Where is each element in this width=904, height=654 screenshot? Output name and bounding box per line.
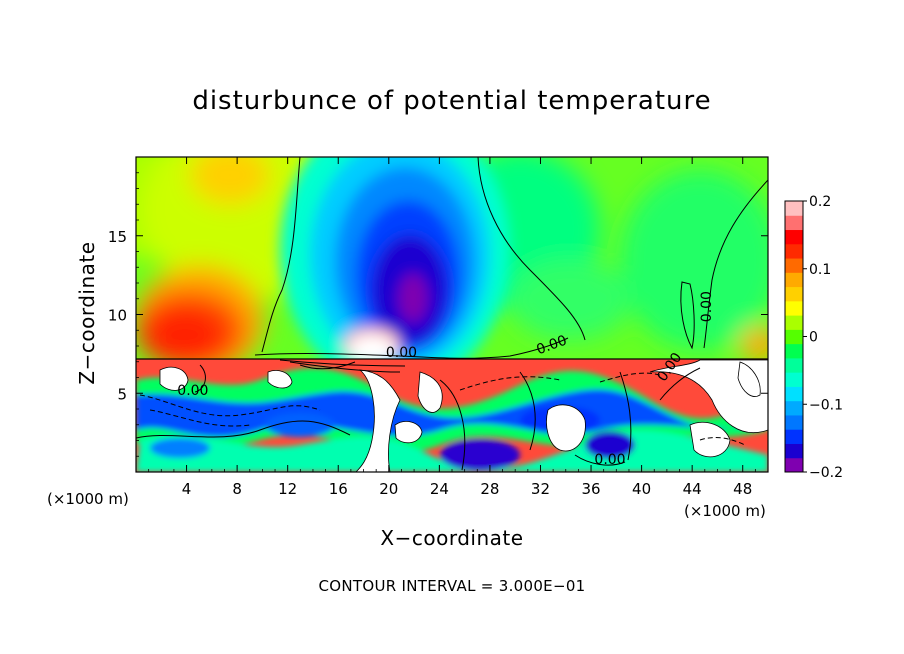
x-tick-label: 44 [683,480,702,498]
y-tick-label: 10 [108,307,127,325]
x-tick-label: 24 [430,480,449,498]
colorbar-label: −0.1 [809,397,843,413]
colorbar-swatch [785,457,803,473]
colorbar-swatch [785,215,803,231]
colorbar-label: 0.1 [809,262,831,278]
contour-label: 0.00 [699,291,715,322]
x-unit-label-right: (×1000 m) [684,502,766,520]
colorbar-swatch [785,343,803,359]
colorbar-swatch [785,201,803,216]
colorbar-label: −0.2 [809,465,843,481]
y-tick-label: 5 [117,385,127,403]
colorbar-swatch [785,243,803,259]
x-tick-label: 40 [632,480,651,498]
x-tick-label: 32 [531,480,550,498]
colorbar-swatch [785,315,803,330]
x-tick-label: 28 [480,480,499,498]
colorbar-swatch [785,229,803,245]
colorbar-swatch [785,272,803,288]
chart-title: disturbunce of potential temperature [192,86,712,116]
colorbar-swatch [785,258,803,273]
contour-label: 0.00 [386,345,417,361]
contour-label: 0.00 [594,452,625,468]
colorbar-swatch [785,286,803,302]
colorbar-swatch [785,372,803,387]
contour-label: 0.00 [177,383,208,399]
x-tick-label: 8 [232,480,242,498]
x-tick-label: 20 [379,480,398,498]
colorbar-swatch [785,414,803,430]
x-tick-label: 16 [329,480,348,498]
colorbar: 0.2 0.1 0 −0.1 −0.2 [784,194,843,481]
x-tick-label: 36 [581,480,600,498]
colorbar-swatch [785,386,803,402]
colorbar-label: 0 [809,330,818,346]
x-tick-label: 12 [278,480,297,498]
colorbar-label: 0.2 [809,194,831,210]
x-tick-label: 4 [182,480,192,498]
colorbar-swatch [785,357,803,373]
colorbar-swatch [785,300,803,316]
x-axis-label: X−coordinate [380,526,524,550]
colorbar-swatch [785,329,803,345]
colorbar-swatch [785,429,803,444]
x-unit-label-left: (×1000 m) [47,490,129,508]
colorbar-swatch [785,400,803,416]
y-tick-label: 15 [108,228,127,246]
contour-interval-note: CONTOUR INTERVAL = 3.000E−01 [318,577,586,595]
x-tick-label: 48 [733,480,752,498]
heatmap-field [136,157,768,472]
colorbar-swatch [785,443,803,459]
